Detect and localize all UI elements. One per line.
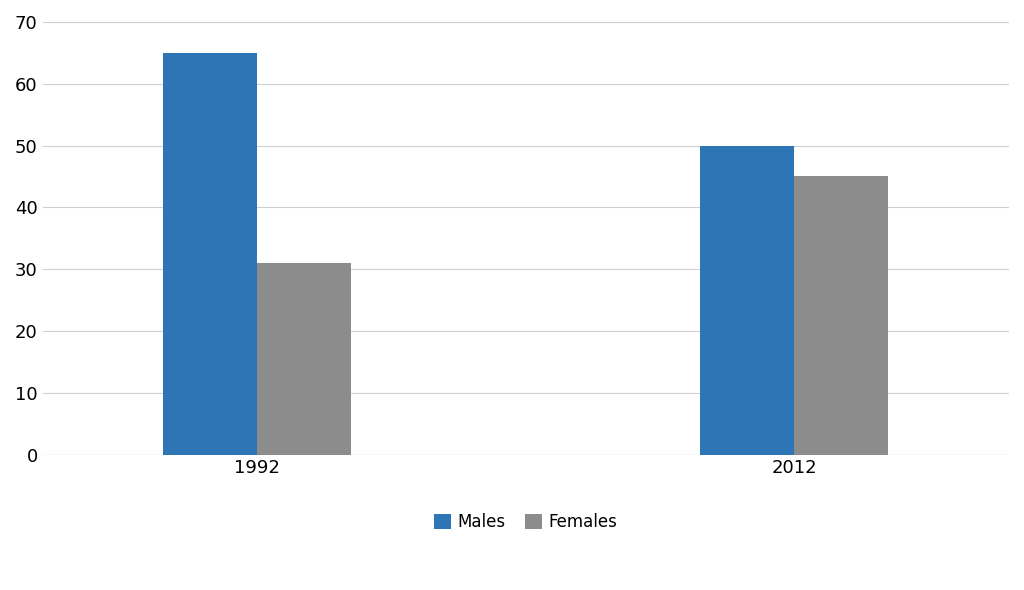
Legend: Males, Females: Males, Females	[427, 506, 625, 537]
Bar	[700, 146, 795, 454]
Bar	[795, 176, 888, 454]
Bar	[257, 263, 351, 454]
Bar	[164, 53, 257, 454]
